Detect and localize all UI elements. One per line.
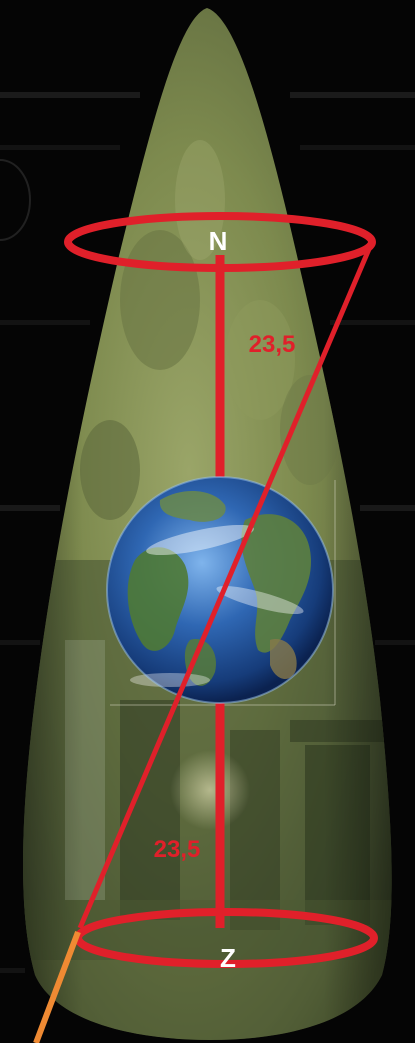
south-pole-label: Z — [220, 943, 236, 973]
north-pole-label: N — [209, 226, 228, 256]
north-precession-circle — [64, 212, 376, 272]
earth-globe — [106, 476, 334, 704]
precession-cone — [77, 241, 375, 929]
tilt-angle-label-top: 23,5 — [249, 331, 296, 358]
orange-pointer — [33, 930, 81, 1043]
tilt-angle-label-bottom: 23,5 — [154, 836, 201, 863]
